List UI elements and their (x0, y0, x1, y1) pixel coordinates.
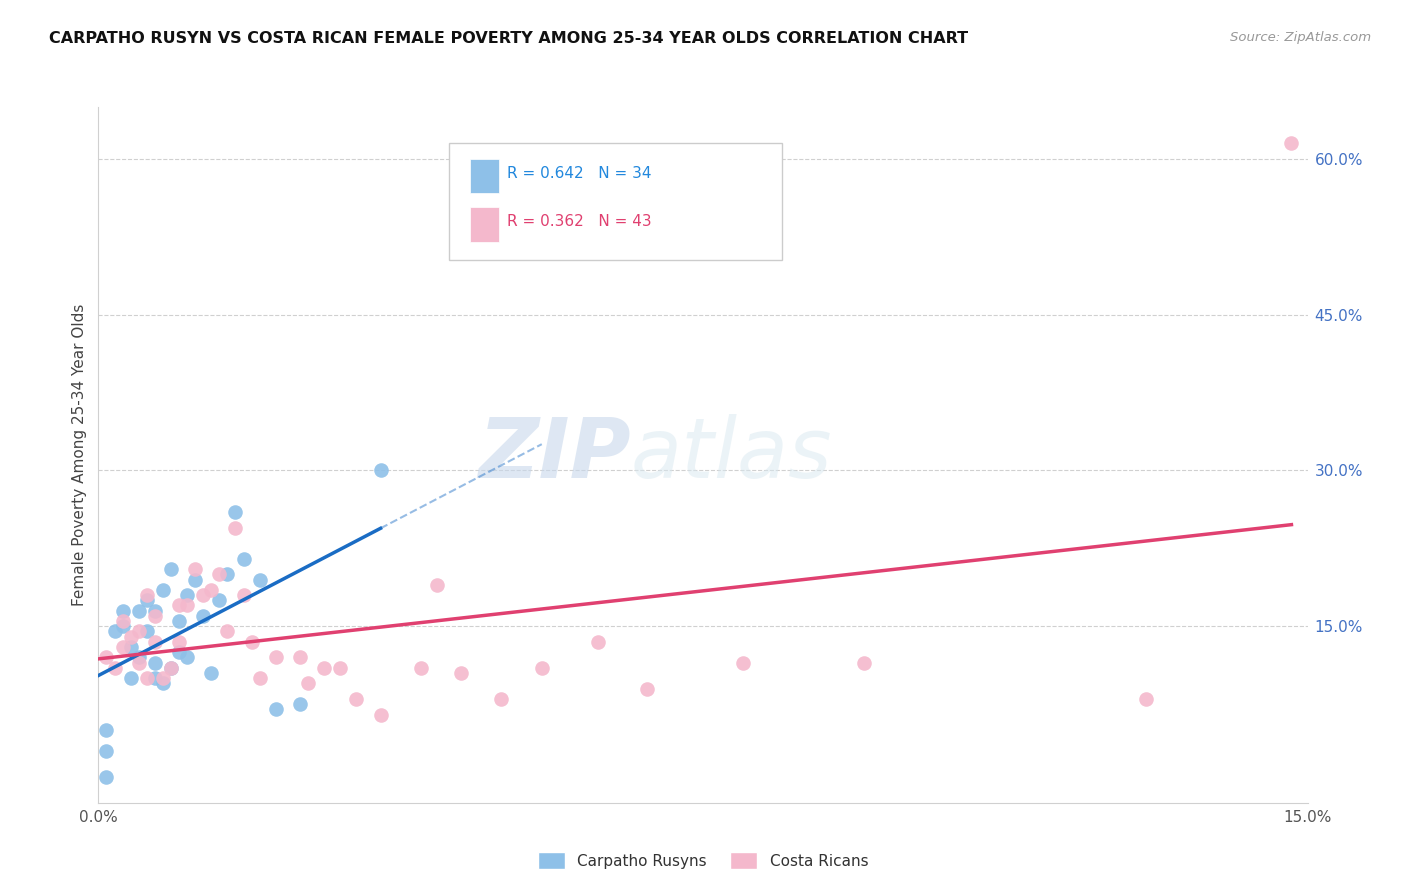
Point (586, 635, 609, 649)
Point (450, 665, 472, 680)
Point (288, 697, 311, 711)
Point (217, 624, 239, 639)
Point (167, 645, 190, 659)
Point (409, 661, 432, 675)
Point (1135, 692, 1157, 706)
Point (103, 661, 125, 675)
Point (128, 624, 150, 639)
Point (128, 604, 150, 618)
Point (370, 463, 392, 477)
Point (232, 588, 254, 602)
Point (135, 671, 157, 685)
Point (491, 692, 513, 706)
Point (208, 593, 231, 607)
Point (128, 656, 150, 670)
Point (96, 723, 118, 738)
Y-axis label: Female Poverty Among 25-34 Year Olds: Female Poverty Among 25-34 Year Olds (72, 304, 87, 606)
Point (143, 671, 166, 685)
Point (184, 573, 207, 587)
Text: R = 0.362   N = 43: R = 0.362 N = 43 (508, 214, 652, 229)
Point (249, 573, 271, 587)
Point (111, 604, 134, 618)
Point (120, 630, 142, 644)
Point (176, 588, 198, 602)
Point (370, 707, 392, 722)
Point (167, 635, 190, 649)
Point (152, 582, 174, 597)
Text: ZIP: ZIP (478, 415, 630, 495)
Point (426, 578, 449, 592)
Point (208, 567, 231, 582)
FancyBboxPatch shape (470, 207, 499, 242)
Point (167, 599, 190, 613)
Point (297, 676, 319, 690)
Point (636, 681, 658, 696)
Point (103, 624, 125, 639)
Point (143, 656, 166, 670)
FancyBboxPatch shape (449, 144, 782, 260)
Point (232, 551, 254, 566)
Point (135, 593, 157, 607)
Point (264, 650, 287, 665)
Point (96, 770, 118, 784)
Point (224, 505, 246, 519)
Point (240, 635, 263, 649)
Point (96, 650, 118, 665)
Point (176, 599, 198, 613)
Point (120, 671, 142, 685)
Point (96, 744, 118, 758)
Point (193, 608, 215, 623)
Point (200, 582, 222, 597)
Point (224, 520, 246, 534)
Point (160, 562, 183, 576)
Point (200, 665, 222, 680)
Point (111, 614, 134, 628)
Point (249, 671, 271, 685)
Point (111, 640, 134, 654)
Text: R = 0.642   N = 34: R = 0.642 N = 34 (508, 166, 651, 181)
Point (143, 604, 166, 618)
Point (135, 588, 157, 602)
Point (184, 562, 207, 576)
Legend: Carpatho Rusyns, Costa Ricans: Carpatho Rusyns, Costa Ricans (531, 846, 875, 875)
Point (853, 656, 876, 670)
Text: atlas: atlas (630, 415, 832, 495)
Point (314, 661, 336, 675)
Point (143, 635, 166, 649)
Point (152, 671, 174, 685)
Text: CARPATHO RUSYN VS COSTA RICAN FEMALE POVERTY AMONG 25-34 YEAR OLDS CORRELATION C: CARPATHO RUSYN VS COSTA RICAN FEMALE POV… (49, 31, 969, 46)
Point (135, 624, 157, 639)
Point (733, 656, 755, 670)
Point (1281, 136, 1303, 151)
Point (264, 702, 287, 716)
Point (167, 614, 190, 628)
Point (344, 692, 367, 706)
FancyBboxPatch shape (470, 159, 499, 194)
Point (329, 661, 352, 675)
Point (530, 661, 553, 675)
Point (193, 588, 215, 602)
Point (160, 661, 183, 675)
Text: Source: ZipAtlas.com: Source: ZipAtlas.com (1230, 31, 1371, 45)
Point (217, 567, 239, 582)
Point (128, 650, 150, 665)
Point (288, 650, 311, 665)
Point (111, 619, 134, 633)
Point (143, 608, 166, 623)
Point (176, 650, 198, 665)
Point (152, 676, 174, 690)
Point (160, 661, 183, 675)
Point (120, 640, 142, 654)
